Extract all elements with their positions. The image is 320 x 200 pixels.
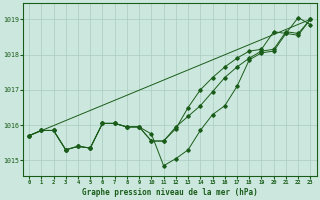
X-axis label: Graphe pression niveau de la mer (hPa): Graphe pression niveau de la mer (hPa) (82, 188, 258, 197)
